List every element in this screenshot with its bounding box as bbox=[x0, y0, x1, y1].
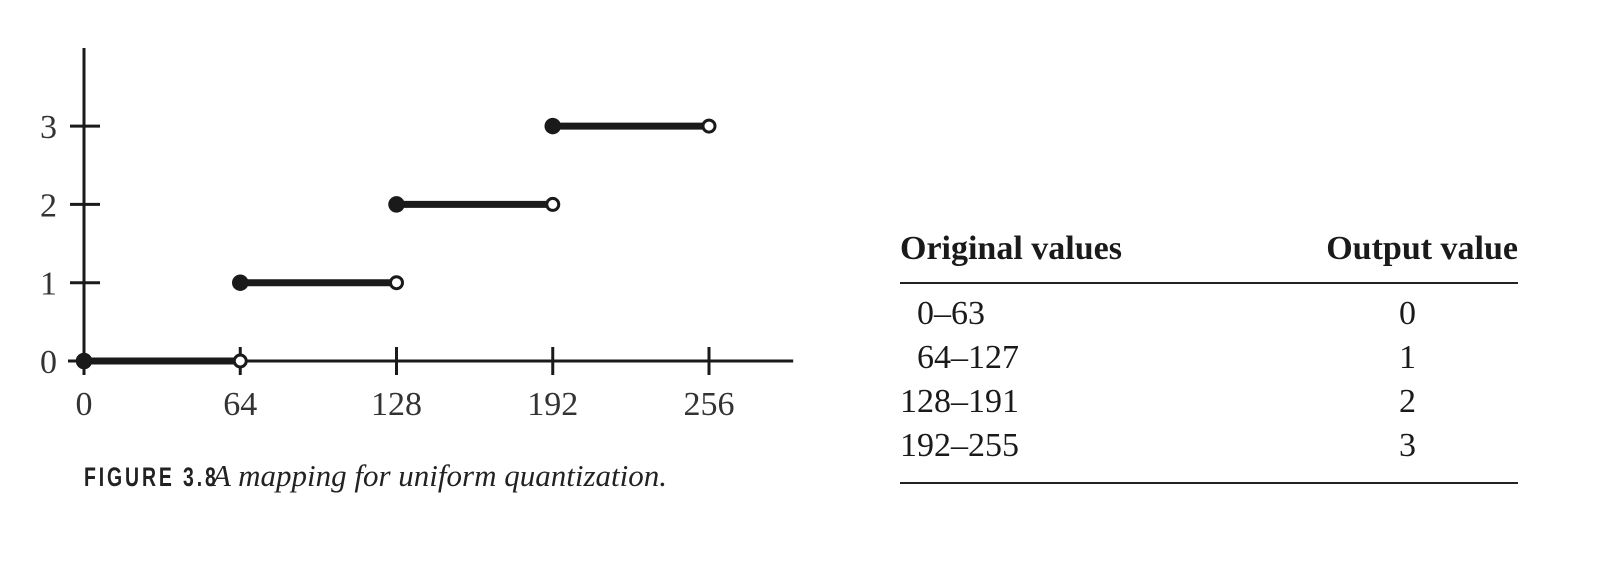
table-header-row: Original values Output value bbox=[900, 228, 1518, 284]
x-tick-label: 128 bbox=[371, 386, 422, 423]
output-value-cell: 1 bbox=[1399, 339, 1416, 376]
figure-caption: FIGURE 3.8 A mapping for uniform quantiz… bbox=[84, 458, 667, 494]
original-range-cell: 128–191 bbox=[900, 383, 1019, 420]
open-endpoint-dot bbox=[389, 275, 404, 291]
table-row: 192–255 3 bbox=[900, 424, 1518, 484]
header-output-value: Output value bbox=[1231, 228, 1518, 284]
mapping-table-container: Original values Output value 0–63 0 64–1… bbox=[900, 228, 1518, 484]
original-range-cell: 0–63 bbox=[900, 295, 985, 332]
table-row: 0–63 0 bbox=[900, 283, 1518, 336]
header-original-values: Original values bbox=[900, 228, 1232, 284]
table-row: 64–127 1 bbox=[900, 336, 1518, 380]
figure-caption-text: A mapping for uniform quantization. bbox=[212, 458, 667, 493]
original-range-cell: 64–127 bbox=[900, 339, 1019, 376]
output-value-cell: 2 bbox=[1399, 383, 1416, 420]
closed-endpoint-dot bbox=[232, 274, 249, 291]
mapping-table: Original values Output value 0–63 0 64–1… bbox=[900, 228, 1518, 484]
x-tick-label: 64 bbox=[223, 386, 257, 423]
figure-label: FIGURE 3.8 bbox=[84, 462, 219, 492]
closed-endpoint-dot bbox=[75, 352, 93, 370]
output-value-cell: 3 bbox=[1231, 424, 1518, 484]
x-tick-label: 192 bbox=[527, 386, 578, 423]
y-tick-label: 2 bbox=[40, 187, 57, 224]
y-tick-label: 0 bbox=[40, 344, 57, 381]
quantization-chart: 0 64 128 192 256 0 1 2 3 bbox=[40, 48, 794, 423]
output-value-cell: 0 bbox=[1399, 295, 1416, 332]
open-endpoint-dot bbox=[232, 353, 248, 369]
original-range-cell: 192–255 bbox=[900, 424, 1232, 484]
closed-endpoint-dot bbox=[388, 196, 405, 213]
table-row: 128–191 2 bbox=[900, 380, 1518, 424]
x-tick-label: 0 bbox=[76, 386, 93, 423]
closed-endpoint-dot bbox=[544, 117, 561, 135]
x-tick-label: 256 bbox=[684, 386, 735, 423]
open-endpoint-dot bbox=[545, 196, 561, 212]
open-endpoint-dot bbox=[701, 118, 717, 134]
y-tick-label: 3 bbox=[40, 109, 57, 146]
y-tick-label: 1 bbox=[40, 266, 57, 303]
